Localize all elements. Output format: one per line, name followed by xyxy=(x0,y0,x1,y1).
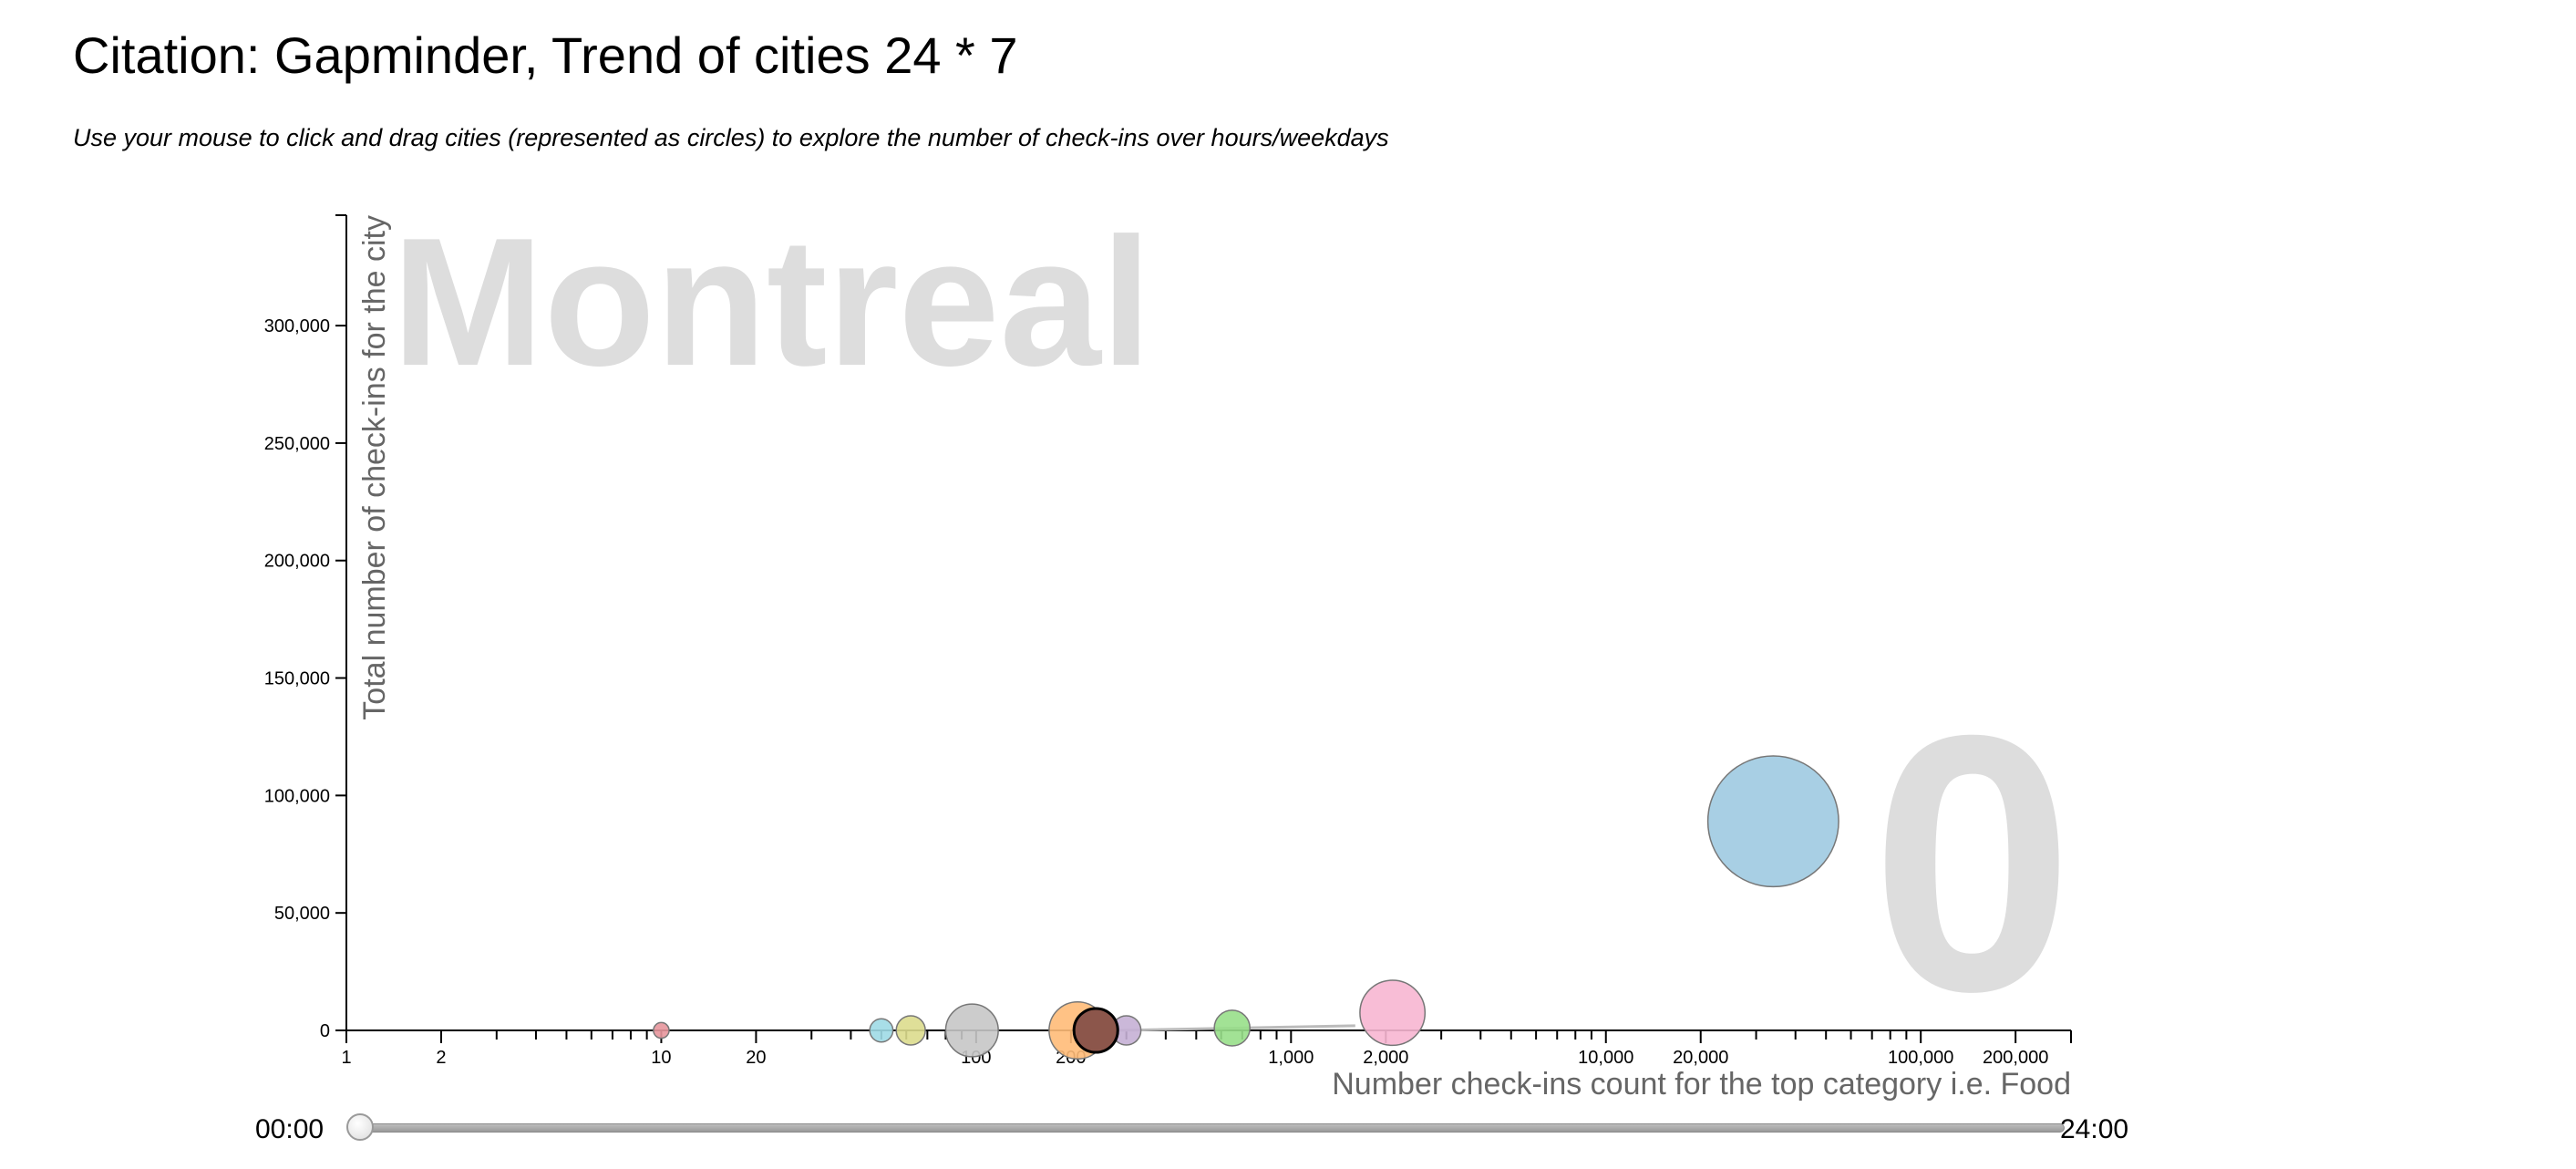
page-title: Citation: Gapminder, Trend of cities 24 … xyxy=(73,26,1018,84)
slider-end-label: 24:00 xyxy=(2060,1114,2129,1144)
x-tick-label: 100,000 xyxy=(1888,1048,1953,1068)
x-tick-label: 10,000 xyxy=(1578,1048,1633,1068)
x-axis-title: Number check-ins count for the top categ… xyxy=(1332,1067,2071,1102)
city-bubble[interactable] xyxy=(653,1021,670,1040)
city-bubble[interactable] xyxy=(1213,1009,1251,1047)
x-axis: 1210201002001,0002,00010,00020,000100,00… xyxy=(341,1029,2072,1068)
time-slider-handle[interactable] xyxy=(346,1113,374,1141)
y-axis: 0 50,000 100,000 150,000 200,000 250,000 300,0… xyxy=(264,214,347,1041)
page-subtitle: Use your mouse to click and drag cities … xyxy=(73,124,1389,151)
y-tick-label: 200,000 xyxy=(264,552,330,572)
y-tick-label: 100,000 xyxy=(264,786,330,806)
y-tick-label: 250,000 xyxy=(264,434,330,454)
y-tick-label: 300,000 xyxy=(264,316,330,336)
city-bubble[interactable] xyxy=(1706,755,1839,888)
city-bubble[interactable] xyxy=(869,1018,894,1043)
time-background-label: 0 xyxy=(1871,659,2074,1067)
time-slider-track[interactable] xyxy=(360,1123,2065,1133)
city-bubble-highlighted[interactable] xyxy=(1072,1007,1119,1054)
x-tick-label: 2 xyxy=(436,1048,446,1068)
city-bubble[interactable] xyxy=(1359,979,1427,1047)
city-bubble[interactable] xyxy=(895,1015,926,1046)
x-tick-label: 20 xyxy=(746,1048,766,1068)
x-tick-label: 200,000 xyxy=(1983,1048,2048,1068)
y-axis-title: Total number of check-ins for the city xyxy=(357,215,392,720)
x-tick-label: 2,000 xyxy=(1363,1048,1408,1068)
y-tick-label: 150,000 xyxy=(264,669,330,689)
slider-start-label: 00:00 xyxy=(255,1114,325,1144)
x-tick-label: 10 xyxy=(651,1048,671,1068)
city-bubbles xyxy=(653,755,1839,1060)
y-tick-label: 0 xyxy=(320,1021,330,1041)
x-tick-label: 1,000 xyxy=(1268,1048,1314,1068)
city-name-background-label: Montreal xyxy=(392,201,1151,404)
x-tick-label: 20,000 xyxy=(1673,1048,1728,1068)
y-tick-label: 50,000 xyxy=(274,904,330,924)
x-tick-label: 1 xyxy=(341,1048,351,1068)
city-bubble[interactable] xyxy=(944,1003,999,1058)
